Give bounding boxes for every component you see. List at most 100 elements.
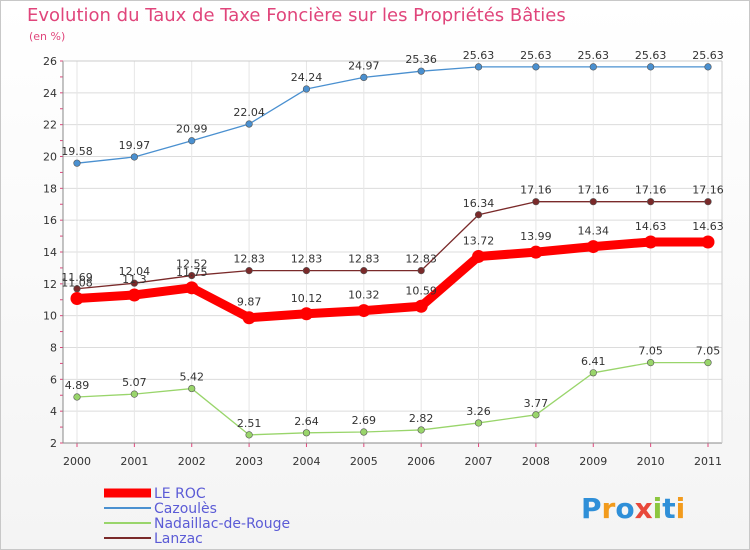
series-point xyxy=(130,153,138,161)
y-tick-label: 14 xyxy=(43,246,57,259)
data-label: 12.52 xyxy=(176,258,208,271)
data-label: 25.36 xyxy=(405,53,437,66)
y-tick-label: 24 xyxy=(43,87,57,100)
x-tick-label: 2005 xyxy=(350,455,378,468)
data-label: 20.99 xyxy=(176,123,208,136)
series-point xyxy=(589,198,597,206)
data-label: 12.83 xyxy=(348,253,380,266)
series-point xyxy=(704,63,712,71)
series-point xyxy=(130,279,138,287)
logo-letter: o xyxy=(615,492,634,525)
series-line-2 xyxy=(76,361,709,436)
series-point xyxy=(704,359,712,367)
series-point xyxy=(589,369,597,377)
data-label: 14.34 xyxy=(578,225,610,238)
series-point xyxy=(647,198,655,206)
data-label: 11.69 xyxy=(61,271,93,284)
legend-label-0: LE ROC xyxy=(154,486,206,502)
data-label: 10.59 xyxy=(405,284,437,297)
series-point xyxy=(360,428,368,436)
data-label: 5.42 xyxy=(179,371,204,384)
data-label: 13.99 xyxy=(520,230,552,243)
series-point xyxy=(644,235,658,249)
series-point xyxy=(188,384,196,393)
series-point xyxy=(417,426,425,434)
data-label: 13.72 xyxy=(463,234,495,247)
data-label: 25.63 xyxy=(578,49,610,62)
data-label: 17.16 xyxy=(578,184,610,197)
data-label: 2.51 xyxy=(237,417,262,430)
data-label: 2.82 xyxy=(409,412,434,425)
data-label: 12.83 xyxy=(233,253,265,266)
series-point xyxy=(647,359,655,367)
series-point xyxy=(529,245,543,259)
series-point xyxy=(474,419,483,427)
data-label: 25.63 xyxy=(520,49,552,62)
y-tick-label: 8 xyxy=(50,342,57,355)
data-label: 11.3 xyxy=(122,273,147,286)
data-label: 14.63 xyxy=(635,220,667,233)
series-group xyxy=(70,63,715,439)
series-point xyxy=(417,267,425,275)
series-point xyxy=(357,304,371,318)
legend-label-2: Nadaillac-de-Rouge xyxy=(154,516,290,532)
series-line-0 xyxy=(72,237,713,323)
logo-letter: r xyxy=(602,492,616,525)
data-label: 6.41 xyxy=(581,355,606,368)
series-point xyxy=(245,267,253,275)
data-label: 10.32 xyxy=(348,289,380,302)
series-point xyxy=(474,211,483,219)
series-point xyxy=(73,159,81,167)
x-tick-label: 2008 xyxy=(522,455,550,468)
y-tick-label: 18 xyxy=(43,182,57,195)
data-label: 9.87 xyxy=(237,296,262,309)
data-label: 10.12 xyxy=(291,292,323,305)
y-tick-label: 20 xyxy=(43,151,57,164)
series-point xyxy=(245,431,253,439)
series-point xyxy=(302,267,311,275)
data-label: 4.89 xyxy=(65,379,90,392)
data-labels: 4.89 5.07 5.42 2.51 2.64 2.69 2.82 3.26 3.77 6.41… xyxy=(61,49,724,430)
x-tick-label: 2006 xyxy=(407,455,435,468)
series-point xyxy=(360,267,368,275)
data-label: 11.08 xyxy=(61,276,93,289)
legend-label-3: Lanzac xyxy=(154,531,203,547)
data-label: 3.26 xyxy=(466,405,491,418)
series-point xyxy=(302,85,311,93)
proxiti-logo: Proxiti xyxy=(581,492,685,525)
series-point xyxy=(532,63,540,71)
y-tick-label: 4 xyxy=(50,405,57,418)
data-label: 11.75 xyxy=(176,266,208,279)
data-label: 19.58 xyxy=(61,145,93,158)
series-point xyxy=(704,198,712,206)
series-point xyxy=(360,73,368,81)
data-label: 22.04 xyxy=(233,106,265,119)
x-tick-label: 2002 xyxy=(178,455,206,468)
series-point xyxy=(185,281,199,295)
data-label: 16.34 xyxy=(463,197,495,210)
y-tick-label: 16 xyxy=(43,214,57,227)
series-point xyxy=(474,63,483,71)
logo-letter: i xyxy=(676,492,686,525)
series-line-1 xyxy=(76,66,709,164)
data-label: 25.63 xyxy=(463,49,495,62)
data-label: 7.05 xyxy=(696,345,721,358)
legend-label-1: Cazoulès xyxy=(154,501,217,517)
y-tick-label: 6 xyxy=(50,373,57,386)
y-tick-label: 26 xyxy=(43,55,57,68)
series-point xyxy=(188,137,196,145)
series-point xyxy=(532,198,540,206)
y-tick-label: 22 xyxy=(43,119,57,132)
x-tick-label: 2007 xyxy=(465,455,493,468)
data-label: 17.16 xyxy=(635,184,667,197)
data-label: 25.63 xyxy=(635,49,667,62)
x-tick-label: 2009 xyxy=(579,455,607,468)
logo-letter: i xyxy=(653,492,663,525)
series-point xyxy=(299,307,313,321)
chart-unit: (en %) xyxy=(29,30,66,43)
x-tick-label: 2001 xyxy=(120,455,148,468)
